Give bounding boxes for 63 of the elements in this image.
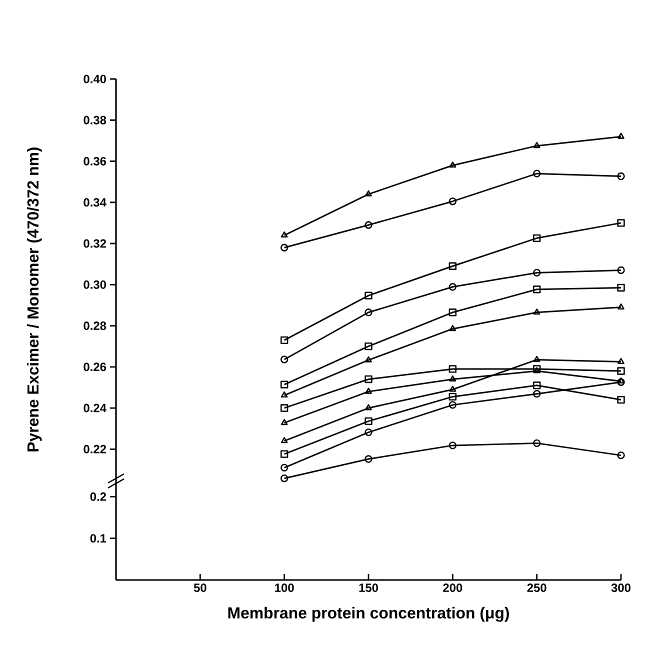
- point: [533, 142, 540, 148]
- x-tick-label: 50: [194, 584, 206, 592]
- y-tick-label: 0.24: [84, 404, 106, 412]
- point: [365, 190, 372, 196]
- point: [365, 388, 372, 394]
- y-tick-label: 0.36: [84, 157, 106, 166]
- point: [617, 284, 625, 292]
- point: [364, 221, 372, 229]
- x-tick-label: 300: [611, 584, 630, 592]
- point: [617, 367, 625, 375]
- y-axis-title: Pyrene Excimer / Monomer (470/372 nm): [26, 148, 42, 452]
- y-tick-label: 0.38: [84, 116, 106, 124]
- point: [532, 390, 541, 398]
- y-tick-label: 0.2: [90, 492, 106, 501]
- point: [364, 342, 372, 350]
- point: [364, 417, 372, 426]
- point: [280, 336, 288, 344]
- x-tick-label: 250: [527, 584, 546, 592]
- point: [532, 268, 541, 277]
- y-tick-label: 0.34: [84, 198, 106, 207]
- x-tick-label: 150: [359, 584, 378, 592]
- y-tick-label: 0.26: [84, 362, 106, 372]
- y-tick-label: 0.28: [84, 322, 106, 330]
- point: [449, 325, 456, 332]
- y-tick-label: 0.30: [84, 280, 106, 289]
- point: [448, 401, 457, 409]
- point: [448, 198, 457, 206]
- point: [280, 404, 288, 412]
- x-tick-label: 200: [443, 584, 462, 592]
- point: [365, 356, 372, 362]
- point: [532, 170, 541, 178]
- point: [364, 455, 372, 463]
- y-tick-label: 0.1: [90, 534, 106, 543]
- point: [449, 162, 456, 168]
- point: [364, 308, 372, 316]
- x-axis-title: Membrane protein concentration (μg): [228, 606, 509, 622]
- point: [449, 386, 456, 392]
- point: [448, 283, 457, 291]
- point: [617, 396, 625, 404]
- point: [364, 428, 372, 436]
- point: [533, 356, 540, 362]
- y-tick-label: 0.40: [84, 74, 106, 84]
- point: [532, 286, 541, 294]
- point: [365, 404, 372, 410]
- x-tick-label: 100: [275, 584, 294, 592]
- point: [448, 392, 457, 401]
- point: [532, 234, 541, 242]
- point: [617, 219, 625, 227]
- point: [280, 380, 288, 388]
- point: [448, 308, 457, 316]
- point: [448, 262, 457, 270]
- point: [364, 292, 372, 300]
- point: [280, 450, 288, 458]
- point: [448, 442, 457, 450]
- point: [449, 375, 456, 382]
- y-tick-label: 0.32: [84, 239, 106, 248]
- point: [448, 365, 457, 373]
- point: [532, 439, 541, 448]
- point: [533, 308, 540, 315]
- point: [532, 382, 541, 390]
- y-tick-label: 0.22: [84, 444, 106, 454]
- point: [364, 375, 372, 384]
- point: [532, 365, 541, 373]
